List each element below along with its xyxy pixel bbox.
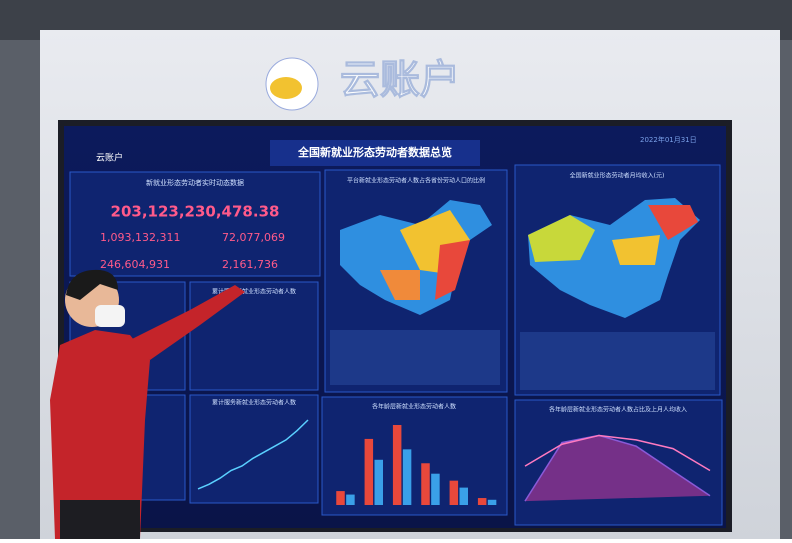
screen-brand: 云账户 [96,152,123,164]
bar [459,487,468,505]
bar [449,480,459,505]
panel-title: 平台新就业形态劳动者人数占各省份劳动人口的比例 [347,177,485,185]
realtime-total: 203,123,230,478.38 [111,203,280,221]
panel-title: 累计服务新就业形态劳动者人数 [212,288,296,296]
map-income [528,198,700,318]
age-income-line [524,434,711,472]
bar [374,459,383,505]
logo-text: 云账户 [340,57,460,103]
realtime-stat: 72,077,069 [222,231,285,244]
bar [487,499,497,505]
table-rows [330,330,715,390]
map-share [340,200,492,315]
age-share-line [524,434,711,502]
bar [431,473,440,505]
person [50,269,245,539]
bar [346,494,355,505]
bar [336,491,345,505]
panel-title: 各年龄层新就业形态劳动者人数占比及上月人均收入 [549,406,687,414]
bar [421,463,430,505]
realtime-stat: 2,161,736 [222,258,278,271]
bar [364,438,374,505]
panel-title: 各年龄层新就业形态劳动者人数 [372,403,456,411]
bar [392,425,402,505]
bar [402,449,412,505]
bar [477,498,487,505]
cumulative-line [197,419,309,490]
screen-title: 全国新就业形态劳动者数据总览 [297,145,452,159]
screen-date: 2022年01月31日 [640,135,697,144]
panel-title: 新就业形态劳动者实时动态数据 [146,178,244,187]
realtime-stat: 246,604,931 [100,258,170,271]
panel-title: 全国新就业形态劳动者月均收入(元) [570,172,665,180]
realtime-stat: 1,093,132,311 [100,231,180,244]
logo-icon-inner [270,77,302,99]
title-bar [270,140,480,166]
panel-title: 累计服务新就业形态劳动者人数 [212,399,296,407]
